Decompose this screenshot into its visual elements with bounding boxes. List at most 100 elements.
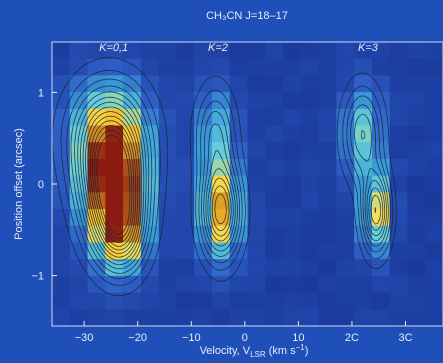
contour-line bbox=[89, 120, 137, 247]
heatmap-cell bbox=[283, 75, 302, 93]
heatmap-cell bbox=[354, 142, 373, 160]
heatmap-cell bbox=[158, 309, 178, 326]
heatmap-cell bbox=[176, 58, 195, 77]
heatmap-cell bbox=[229, 92, 249, 110]
heatmap-cell bbox=[52, 275, 71, 294]
heatmap-cell bbox=[425, 108, 443, 127]
heatmap-cell bbox=[211, 158, 231, 177]
heatmap-cell bbox=[105, 242, 124, 260]
heatmap-cell bbox=[283, 42, 302, 60]
heatmap-cell bbox=[336, 292, 355, 310]
contour-line bbox=[87, 115, 227, 251]
x-axis-ticks: −30 −20 −10 0 10 2C 3C bbox=[75, 321, 413, 344]
heatmap-cell bbox=[318, 42, 337, 60]
heatmap-cell bbox=[389, 125, 409, 143]
heatmap-cell bbox=[318, 92, 337, 110]
heatmap-cell bbox=[389, 175, 409, 193]
heatmap-cell bbox=[300, 259, 320, 277]
heatmap-cell bbox=[158, 242, 178, 260]
heatmap-cell bbox=[87, 58, 106, 77]
heatmap-cell bbox=[158, 108, 178, 127]
heatmap-cell bbox=[158, 75, 178, 93]
contour-lines bbox=[52, 57, 397, 297]
heatmap-cell bbox=[87, 309, 106, 326]
heatmap-cell bbox=[300, 42, 320, 60]
heatmap-cell bbox=[389, 275, 409, 294]
contour-line bbox=[80, 101, 384, 262]
heatmap-cell bbox=[176, 75, 195, 93]
heatmap-cell bbox=[318, 275, 337, 294]
panel-label: K=2 bbox=[208, 42, 228, 54]
x-tick-label: −20 bbox=[128, 332, 147, 344]
heatmap-cell bbox=[105, 275, 124, 294]
heatmap-cell bbox=[247, 75, 266, 93]
heatmap-cell bbox=[158, 175, 178, 193]
heatmap-cell bbox=[283, 175, 302, 193]
heatmap-cell bbox=[407, 192, 426, 210]
x-axis-label-subscript: LSR bbox=[250, 350, 266, 359]
heatmap-cell bbox=[371, 92, 391, 110]
heatmap-cell bbox=[176, 125, 195, 143]
heatmap-cell bbox=[194, 275, 213, 294]
x-axis-label-main: Velocity, V bbox=[200, 345, 251, 357]
heatmap-cell bbox=[283, 125, 302, 143]
heatmap-cell bbox=[336, 259, 355, 277]
heatmap-cell bbox=[407, 58, 426, 77]
heatmap-cell bbox=[194, 142, 213, 160]
heatmap-cell bbox=[176, 108, 195, 127]
heatmap-cell bbox=[300, 142, 320, 160]
heatmap-cell bbox=[105, 75, 124, 93]
heatmap-cell bbox=[140, 292, 160, 310]
heatmap-cell bbox=[69, 309, 89, 326]
heatmap-cell bbox=[283, 275, 302, 294]
heatmap-cell bbox=[265, 125, 284, 143]
panel-label: K=0,1 bbox=[99, 42, 128, 54]
heatmap-cell bbox=[318, 292, 337, 310]
heatmap-cell bbox=[52, 242, 71, 260]
heatmap-cell bbox=[425, 175, 443, 193]
x-tick-label: −30 bbox=[75, 332, 94, 344]
y-tick-label: 1 bbox=[38, 87, 44, 99]
heatmap-cell bbox=[336, 209, 355, 227]
heatmap-cell bbox=[336, 192, 355, 210]
heatmap-cell bbox=[354, 42, 373, 60]
heatmap-cell bbox=[300, 125, 320, 143]
heatmap-cell bbox=[176, 242, 195, 260]
heatmap-cell bbox=[318, 192, 337, 210]
heatmap-cell bbox=[176, 192, 195, 210]
heatmap-cell bbox=[371, 75, 391, 93]
heatmap-cell bbox=[140, 92, 160, 110]
heatmap-cell bbox=[211, 275, 231, 294]
heatmap-cell bbox=[105, 142, 124, 160]
heatmap-cell bbox=[425, 42, 443, 60]
heatmap-cell bbox=[247, 158, 266, 177]
heatmap-cell bbox=[247, 242, 266, 260]
heatmap-cell bbox=[247, 275, 266, 294]
heatmap-cell bbox=[229, 125, 249, 143]
heatmap-cell bbox=[123, 175, 142, 193]
heatmap-cell bbox=[52, 292, 71, 310]
heatmap-cell bbox=[176, 42, 195, 60]
x-tick-label: 3C bbox=[398, 332, 412, 344]
heatmap-cell bbox=[123, 125, 142, 143]
heatmap-cell bbox=[425, 92, 443, 110]
heatmap-cell bbox=[247, 108, 266, 127]
heatmap-cell bbox=[87, 292, 106, 310]
heatmap-cell bbox=[211, 92, 231, 110]
heatmap-cell bbox=[247, 192, 266, 210]
heatmap-cell bbox=[389, 192, 409, 210]
heatmap-cell bbox=[176, 275, 195, 294]
heatmap-cell bbox=[69, 75, 89, 93]
heatmap-cell bbox=[229, 309, 249, 326]
heatmap-cell bbox=[123, 309, 142, 326]
heatmap-cell bbox=[300, 209, 320, 227]
contour-line bbox=[82, 106, 382, 258]
heatmap-cell bbox=[407, 42, 426, 60]
heatmap-cell bbox=[265, 292, 284, 310]
heatmap-cell bbox=[283, 259, 302, 277]
heatmap-cell bbox=[140, 42, 160, 60]
heatmap-cell bbox=[425, 75, 443, 93]
heatmap-cell bbox=[425, 209, 443, 227]
heatmap-cell bbox=[389, 108, 409, 127]
heatmap-cell bbox=[318, 259, 337, 277]
